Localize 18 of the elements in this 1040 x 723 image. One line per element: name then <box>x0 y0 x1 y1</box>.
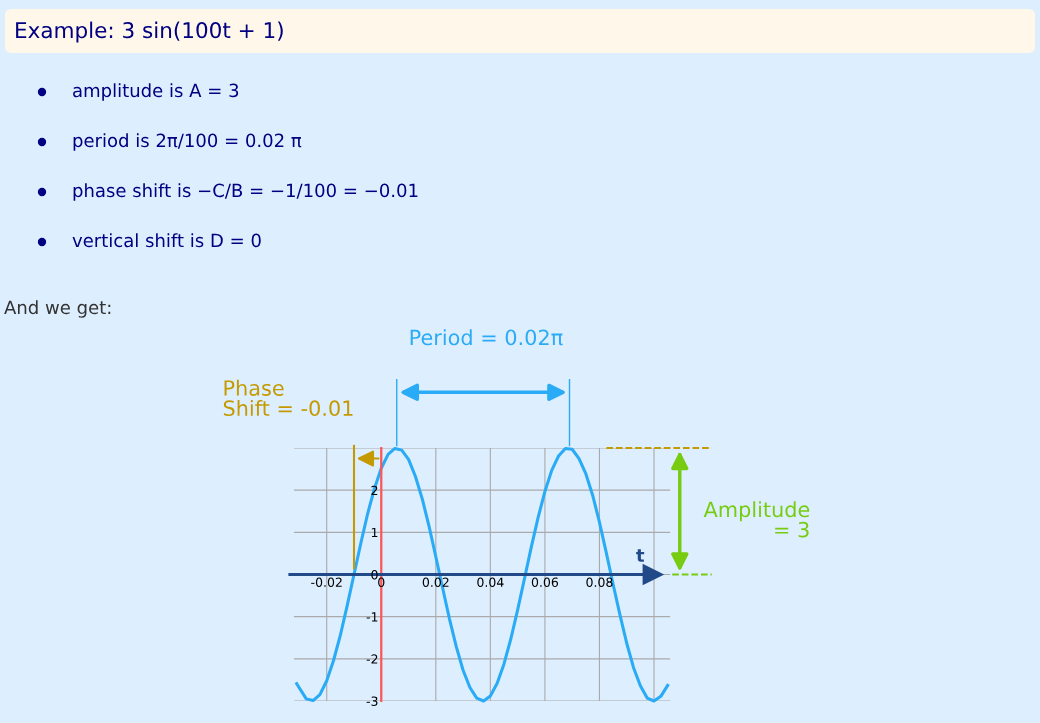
y-tick-label: 0 <box>371 569 378 580</box>
y-tick-label: -1 <box>366 612 378 622</box>
text: Period = 0.02π <box>410 329 563 346</box>
x-tick-label: -0.02 <box>311 577 342 587</box>
text: Phase Shift = -0.01 <box>223 379 353 417</box>
y-tick-label: 1 <box>371 527 378 538</box>
text: Amplitude = 3 <box>703 501 810 538</box>
text: And we get: <box>4 300 111 318</box>
chart-title: Example: 3 sin(100t + 1) <box>16 21 283 43</box>
y-tick-label: -2 <box>366 654 378 664</box>
text: vertical shift is D = 0 <box>72 233 261 248</box>
text: period is 2π/100 = 0.02 π <box>73 133 302 151</box>
text: phase shift is −C/B = −1/100 = −0.01 <box>73 183 418 201</box>
x-tick-label: 0.06 <box>531 577 559 587</box>
x-axis-title: t <box>636 549 645 562</box>
y-tick-label: -3 <box>366 696 378 706</box>
x-tick-label: 0.04 <box>477 577 504 587</box>
text: amplitude is A = 3 <box>73 83 239 101</box>
